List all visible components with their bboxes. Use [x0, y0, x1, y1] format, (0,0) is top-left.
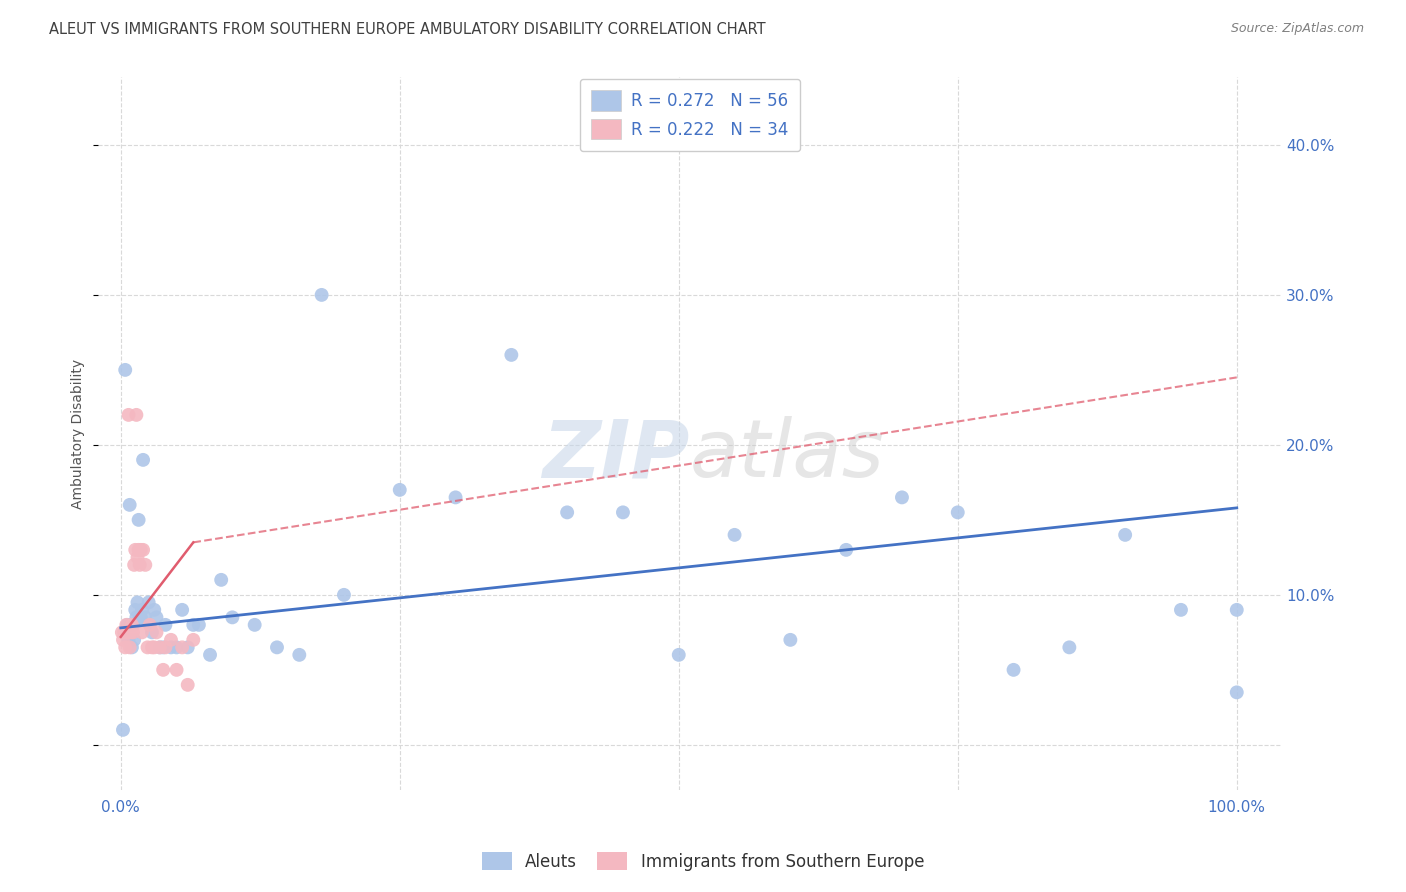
Point: [612, 505, 634, 519]
Point: [121, 640, 143, 655]
Point: [187, 618, 209, 632]
Point: [111, 723, 134, 737]
Point: [120, 618, 142, 632]
Point: [155, 618, 177, 632]
Point: [118, 640, 141, 655]
Point: [143, 603, 166, 617]
Point: [152, 663, 174, 677]
Point: [166, 663, 188, 677]
Point: [155, 640, 177, 655]
Point: [124, 603, 146, 617]
Point: [160, 640, 183, 655]
Point: [138, 595, 160, 609]
Text: atlas: atlas: [690, 416, 884, 494]
Point: [723, 528, 745, 542]
Point: [122, 632, 145, 647]
Point: [129, 610, 152, 624]
Point: [139, 618, 162, 632]
Point: [117, 618, 139, 632]
Point: [127, 595, 149, 609]
Point: [145, 625, 167, 640]
Point: [779, 632, 801, 647]
Point: [243, 618, 266, 632]
Point: [149, 640, 172, 655]
Point: [132, 542, 155, 557]
Legend: R = 0.272   N = 56, R = 0.222   N = 34: R = 0.272 N = 56, R = 0.222 N = 34: [579, 78, 800, 151]
Point: [668, 648, 690, 662]
Point: [221, 610, 243, 624]
Point: [122, 618, 145, 632]
Point: [121, 618, 143, 632]
Point: [891, 491, 914, 505]
Point: [181, 618, 204, 632]
Point: [141, 640, 163, 655]
Legend: Aleuts, Immigrants from Southern Europe: Aleuts, Immigrants from Southern Europe: [474, 844, 932, 880]
Text: Source: ZipAtlas.com: Source: ZipAtlas.com: [1230, 22, 1364, 36]
Point: [266, 640, 288, 655]
Point: [141, 625, 163, 640]
Point: [501, 348, 523, 362]
Point: [160, 632, 183, 647]
Point: [114, 363, 136, 377]
Point: [181, 632, 204, 647]
Point: [172, 603, 194, 617]
Point: [127, 550, 149, 565]
Point: [444, 491, 467, 505]
Point: [128, 542, 150, 557]
Point: [198, 648, 221, 662]
Point: [125, 610, 148, 624]
Point: [1170, 603, 1192, 617]
Point: [125, 408, 148, 422]
Point: [333, 588, 356, 602]
Point: [129, 542, 152, 557]
Point: [835, 542, 858, 557]
Point: [134, 610, 156, 624]
Point: [1114, 528, 1136, 542]
Point: [177, 678, 200, 692]
Point: [118, 498, 141, 512]
Point: [131, 625, 153, 640]
Text: ZIP: ZIP: [543, 416, 690, 494]
Point: [1226, 685, 1249, 699]
Point: [111, 625, 134, 640]
Point: [555, 505, 578, 519]
Point: [311, 288, 333, 302]
Point: [388, 483, 411, 497]
Point: [117, 408, 139, 422]
Point: [117, 625, 139, 640]
Point: [149, 640, 172, 655]
Point: [136, 640, 159, 655]
Point: [117, 632, 139, 647]
Point: [115, 618, 138, 632]
Point: [172, 640, 194, 655]
Point: [177, 640, 200, 655]
Point: [288, 648, 311, 662]
Point: [128, 513, 150, 527]
Point: [128, 610, 150, 624]
Point: [131, 603, 153, 617]
Point: [1002, 663, 1025, 677]
Point: [122, 558, 145, 572]
Point: [209, 573, 232, 587]
Point: [111, 632, 134, 647]
Point: [112, 625, 135, 640]
Point: [132, 453, 155, 467]
Point: [1059, 640, 1081, 655]
Point: [946, 505, 969, 519]
Point: [166, 640, 188, 655]
Point: [114, 640, 136, 655]
Point: [124, 542, 146, 557]
Point: [120, 625, 142, 640]
Y-axis label: Ambulatory Disability: Ambulatory Disability: [72, 359, 86, 508]
Point: [1226, 603, 1249, 617]
Point: [145, 610, 167, 624]
Point: [134, 558, 156, 572]
Point: [143, 640, 166, 655]
Point: [128, 558, 150, 572]
Point: [122, 625, 145, 640]
Text: ALEUT VS IMMIGRANTS FROM SOUTHERN EUROPE AMBULATORY DISABILITY CORRELATION CHART: ALEUT VS IMMIGRANTS FROM SOUTHERN EUROPE…: [49, 22, 766, 37]
Point: [152, 640, 174, 655]
